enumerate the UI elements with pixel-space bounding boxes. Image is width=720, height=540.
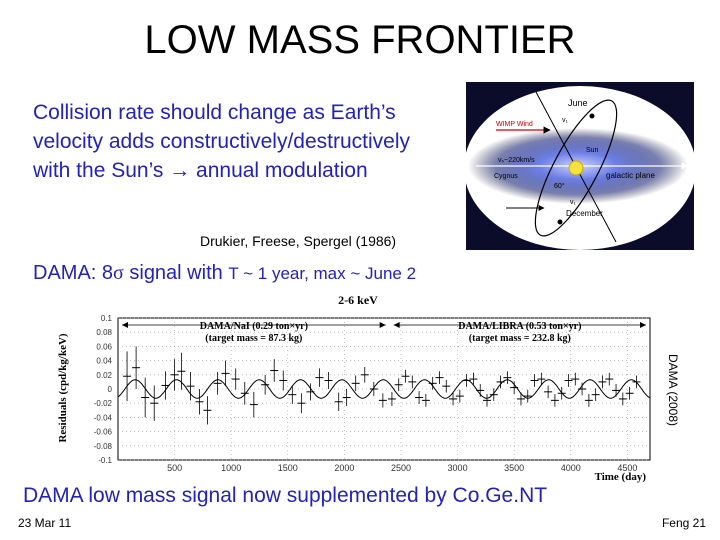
label-sun: Sun: [586, 147, 599, 154]
annotation-arrow-right-nai: [379, 322, 386, 328]
earth-orbit: [534, 99, 618, 237]
annotation-arrow-right-libra: [640, 322, 646, 328]
bottom-note: DAMA low mass signal now supplemented by…: [23, 484, 548, 507]
y-tick-label: 0.02: [96, 371, 112, 380]
earth-june-dot: [589, 113, 595, 119]
slide-title: LOW MASS FRONTIER: [144, 18, 576, 62]
sun-icon: [568, 160, 584, 176]
x-tick-label: 1500: [278, 463, 298, 473]
label-june: June: [568, 98, 588, 108]
y-tick-label: 0.04: [96, 357, 112, 366]
sigma-symbol: σ: [113, 262, 124, 284]
y-tick-label: 0: [108, 385, 113, 394]
label-vs: vₛ~220km/s: [498, 157, 535, 164]
label-cygnus: Cygnus: [494, 173, 518, 180]
annotation-line1-libra: DAMA/LIBRA (0.53 ton×yr): [458, 321, 581, 332]
label-v1-bottom: v₁: [570, 199, 577, 206]
dama-period-text: T ~ 1 year, max ~ June 2: [228, 264, 417, 283]
y-tick-label: -0.02: [94, 399, 113, 408]
y-axis-label: Residuals (cpd/kg/keV): [58, 333, 69, 442]
chart-axes: 0.1 0.08 0.06 0.04 0.02 0 -0.02 -0.04 -0.06 -0.08…: [94, 314, 651, 473]
y-tick-label: 0.06: [96, 342, 112, 351]
annotation-line2-nai: (target mass = 87.3 kg): [205, 333, 302, 344]
dama-prefix: DAMA: 8: [33, 262, 114, 284]
dama-middle: signal with: [123, 262, 229, 284]
footer-date: 23 Mar 11: [18, 516, 72, 530]
y-tick-label: 0.08: [96, 328, 112, 337]
annotation-line2-libra: (target mass = 232.8 kg): [469, 333, 571, 344]
dama-signal-line: DAMA: 8σ signal with T ~ 1 year, max ~ J…: [33, 262, 416, 285]
x-tick-label: 3500: [504, 463, 524, 473]
dama-residuals-chart: 2-6 keV 0.1 0.08 0.06 0.04 0.02 0 -0.02 -0.04 -0…: [58, 293, 651, 483]
label-v1-top: v₁: [562, 117, 569, 124]
y-tick-label: -0.06: [94, 428, 113, 437]
chart-title: 2-6 keV: [338, 293, 378, 307]
x-tick-label: 4500: [617, 463, 637, 473]
x-tick-label: 1000: [221, 463, 241, 473]
x-tick-label: 4000: [561, 463, 581, 473]
label-angle: 60°: [554, 182, 565, 190]
intro-text: Collision rate should change as Earth’s …: [33, 101, 410, 182]
plot-source-label: DAMA (2008): [666, 354, 680, 426]
y-tick-label: -0.08: [94, 442, 113, 451]
y-tick-label: -0.1: [98, 456, 112, 465]
x-tick-label: 2000: [334, 463, 354, 473]
label-wimp-wind: WIMP Wind: [496, 121, 533, 128]
y-tick-label: -0.04: [94, 413, 113, 422]
citation: Drukier, Freese, Spergel (1986): [200, 233, 397, 249]
plot-source-text: DAMA (2008): [666, 354, 680, 426]
x-tick-label: 2500: [391, 463, 411, 473]
annotation-line1-nai: DAMA/NaI (0.29 ton×yr): [200, 321, 308, 332]
annotation-arrow-left-nai: [122, 322, 128, 328]
x-tick-label: 500: [167, 463, 182, 473]
annotation-arrow-left-libra: [393, 322, 400, 328]
chart-points: [123, 346, 641, 425]
x-tick-label: 3000: [448, 463, 468, 473]
earth-december-dot: [557, 219, 563, 225]
footer-page-number: Feng 21: [661, 516, 706, 530]
chart-annotations: DAMA/NaI (0.29 ton×yr)(target mass = 87.…: [122, 321, 646, 344]
x-axis-label: Time (day): [595, 471, 647, 483]
label-december: December: [566, 209, 603, 218]
y-tick-label: 0.1: [101, 314, 113, 323]
label-galactic-plane: galactic plane: [606, 171, 655, 180]
galactic-orbit-diagram: June v₁ WIMP Wind Sun vₛ~220km/s Cygnus …: [466, 82, 694, 250]
